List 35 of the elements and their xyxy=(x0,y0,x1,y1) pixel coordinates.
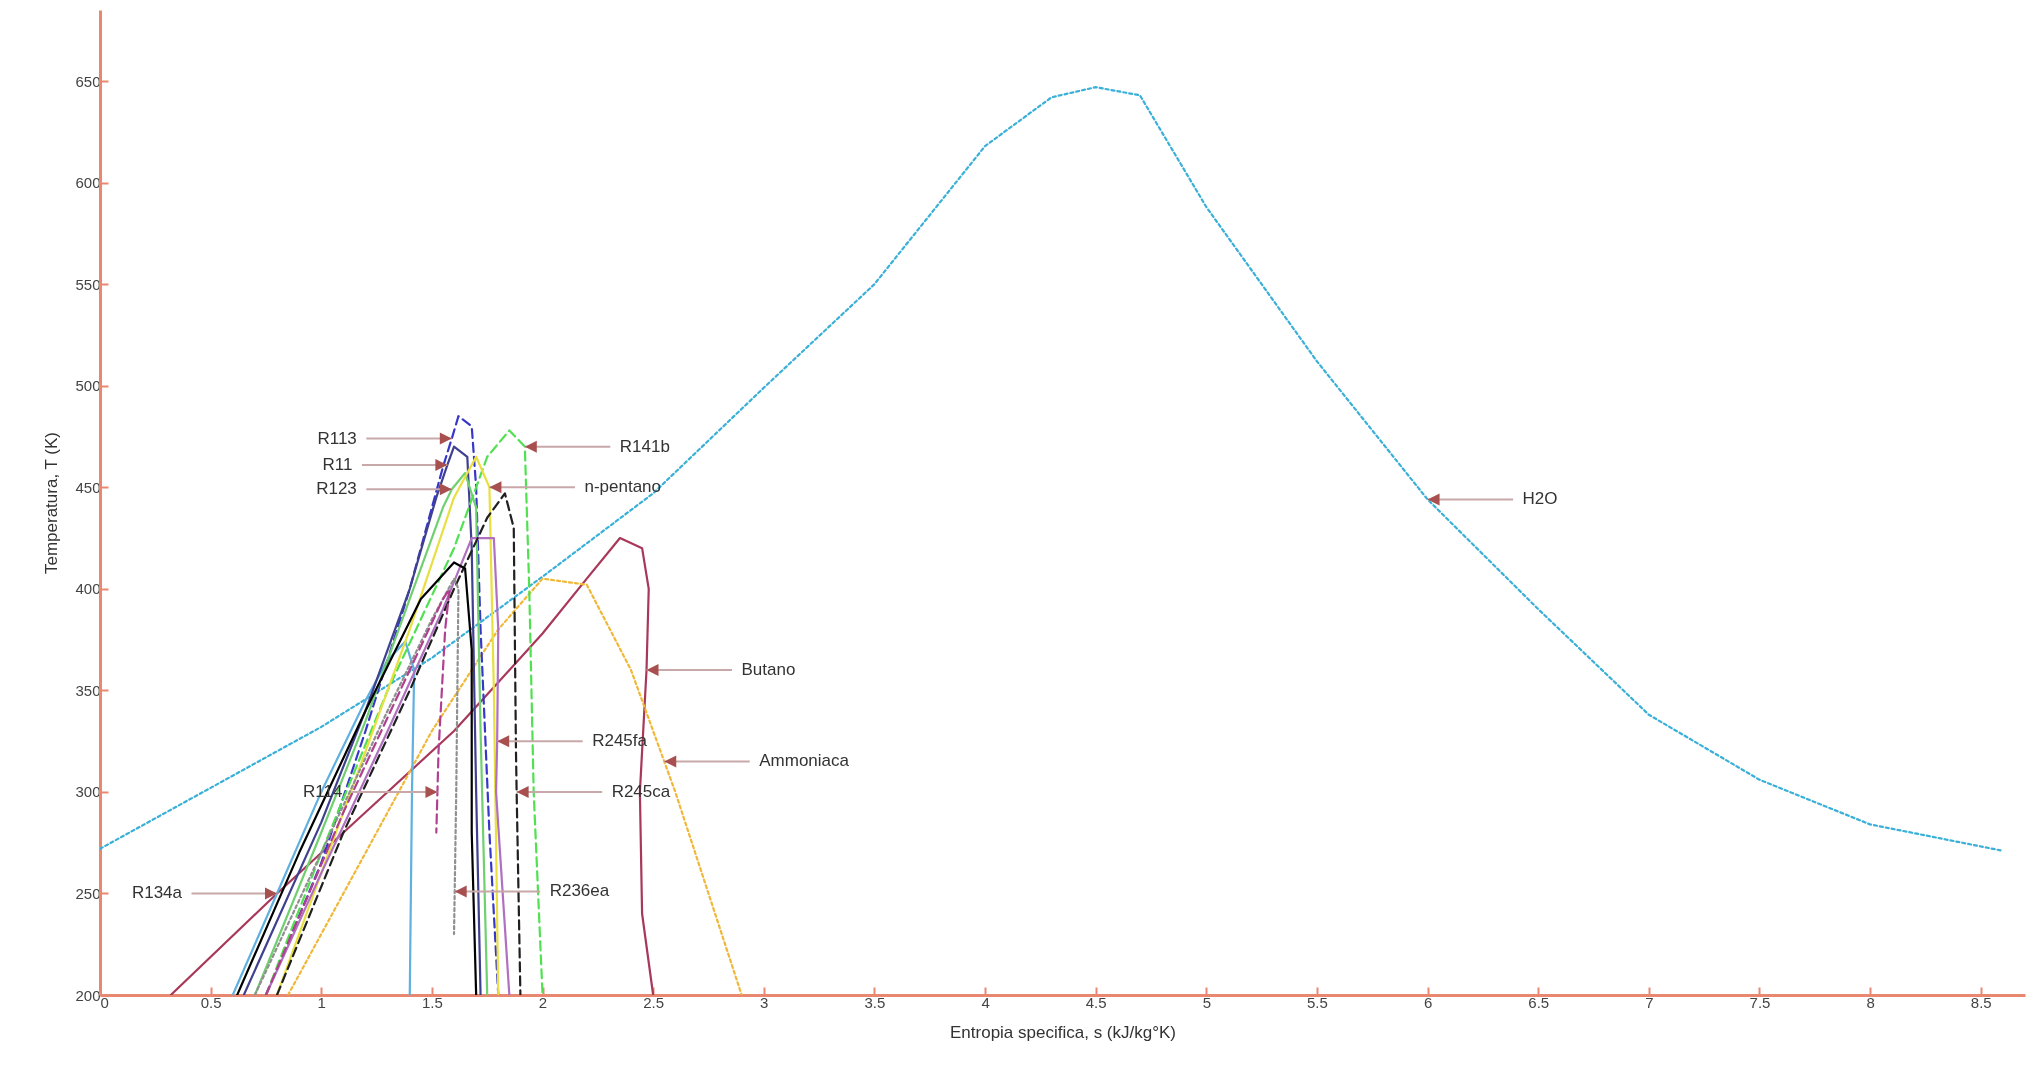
annotation: Butano xyxy=(741,660,796,680)
x-tick-label: 7 xyxy=(1645,993,1654,1011)
x-tick-label: 3.5 xyxy=(864,993,886,1011)
x-tick-label: 5.5 xyxy=(1307,993,1328,1011)
line-series xyxy=(264,429,544,995)
x-tick-label: 1.5 xyxy=(421,993,443,1011)
x-tick-label: 8 xyxy=(1866,993,1875,1011)
x-tick-label: 8.5 xyxy=(1970,993,1992,1011)
x-tick-label: 6.5 xyxy=(1528,993,1550,1011)
x-tick-label: 2.5 xyxy=(643,993,665,1011)
x-tick-label: 4.5 xyxy=(1085,993,1107,1011)
line-series xyxy=(100,86,2004,852)
annotation: R11 xyxy=(322,454,353,474)
x-tick-label: 4 xyxy=(981,993,990,1011)
x-tick-label: 2 xyxy=(538,993,548,1011)
annotation: R123 xyxy=(316,479,357,499)
line-series xyxy=(231,640,416,995)
x-tick-label: 0 xyxy=(100,993,109,1011)
annotation: R113 xyxy=(317,428,357,448)
x-tick-label: 7.5 xyxy=(1749,993,1771,1011)
x-tick-label: 0.5 xyxy=(200,993,222,1011)
x-tick-label: 5 xyxy=(1202,993,1211,1011)
annotation: H2O xyxy=(1522,489,1558,509)
x-tick-label: 6 xyxy=(1423,993,1433,1011)
annotation: n-pentano xyxy=(584,477,661,497)
line-series xyxy=(286,577,743,995)
annotation: R141b xyxy=(619,436,670,456)
x-tick-label: 1 xyxy=(317,993,326,1011)
annotation: R134a xyxy=(131,883,183,903)
x-tick-label: 3 xyxy=(760,993,769,1011)
y-axis-title: Temperatura, T (K) xyxy=(42,431,62,575)
annotation: Ammoniaca xyxy=(759,751,850,771)
y-tick-label: 200 xyxy=(75,986,101,1004)
x-axis-title: Entropia specifica, s (kJ/kg°K) xyxy=(950,1022,1176,1042)
annotation: R236ea xyxy=(549,881,610,901)
